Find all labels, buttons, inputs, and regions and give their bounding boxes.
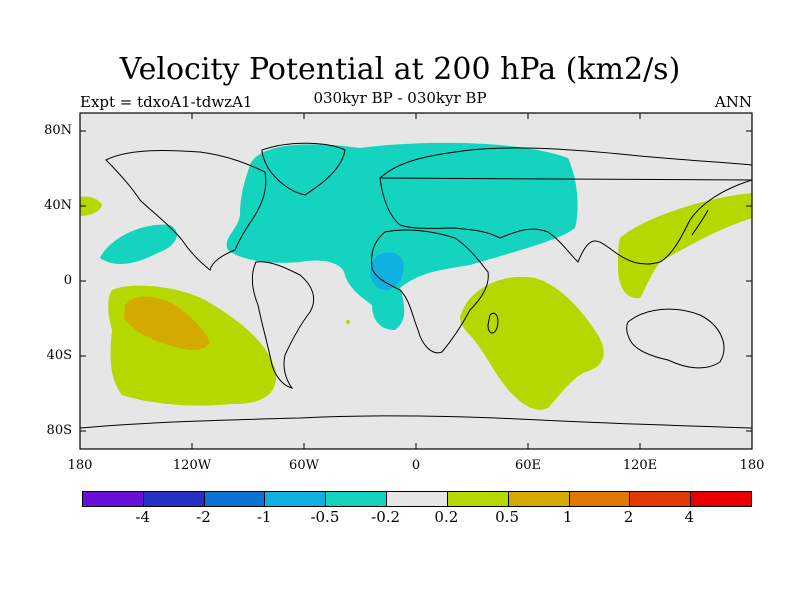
axis-ticks bbox=[80, 113, 752, 449]
coast-japan bbox=[691, 209, 709, 236]
lon-label-180w: 180 bbox=[67, 458, 93, 473]
colorbar-label: -2 bbox=[196, 508, 211, 526]
experiment-label: Expt = tdxoA1-tdwzA1 bbox=[80, 93, 253, 111]
colorbar-label: 0.5 bbox=[495, 508, 519, 526]
positive-region-west-pacific bbox=[618, 193, 752, 299]
colorbar-cell bbox=[265, 492, 327, 506]
colorbar-label: 2 bbox=[623, 508, 634, 526]
positive-region-north-atlantic-edge bbox=[80, 196, 102, 216]
lat-label-80n: 80N bbox=[44, 123, 72, 138]
colorbar-label: 0.2 bbox=[434, 508, 459, 526]
lat-label-0: 0 bbox=[63, 273, 72, 288]
colorbar-cell bbox=[387, 492, 448, 506]
coast-australia bbox=[626, 308, 725, 369]
colorbar-cell bbox=[569, 492, 631, 506]
lon-label-0: 0 bbox=[411, 458, 421, 473]
lon-label-120e: 120E bbox=[622, 458, 658, 473]
colorbar-cell bbox=[143, 492, 205, 506]
colorbar-label: 4 bbox=[684, 508, 695, 526]
map-title: Velocity Potential at 200 hPa (km2/s) bbox=[119, 52, 681, 87]
coast-south-america bbox=[251, 261, 315, 389]
colorbar-cell bbox=[630, 492, 692, 506]
colorbar-cell bbox=[204, 492, 266, 506]
colorbar-cell bbox=[447, 492, 509, 506]
lat-label-80s: 80S bbox=[46, 423, 72, 438]
period-label: 030kyr BP - 030kyr BP bbox=[313, 89, 487, 107]
coast-north-america bbox=[105, 149, 267, 271]
coastlines bbox=[79, 142, 753, 429]
colorbar-label: -0.5 bbox=[310, 508, 340, 526]
lat-label-40s: 40S bbox=[46, 348, 72, 363]
colorbar-cell bbox=[691, 492, 751, 506]
lon-label-60w: 60W bbox=[289, 458, 319, 473]
lon-label-180e: 180 bbox=[739, 458, 765, 473]
lon-label-120w: 120W bbox=[172, 458, 212, 473]
lat-label-40n: 40N bbox=[44, 198, 72, 213]
positive-region-indian-ocean bbox=[460, 276, 604, 410]
colorbar bbox=[82, 491, 752, 507]
coast-eurasia bbox=[379, 147, 753, 265]
lon-label-60e: 60E bbox=[514, 458, 542, 473]
colorbar-cell bbox=[83, 492, 144, 506]
negative-region-pacific bbox=[100, 224, 177, 265]
positive-core-south-pacific bbox=[124, 296, 210, 351]
negative-region-central-africa bbox=[370, 252, 404, 290]
positive-spot bbox=[346, 320, 350, 324]
colorbar-label: -4 bbox=[135, 508, 151, 526]
season-label: ANN bbox=[714, 93, 752, 111]
negative-region-eurasia bbox=[226, 142, 578, 330]
colorbar-label: -0.2 bbox=[371, 508, 401, 526]
coast-madagascar bbox=[487, 312, 499, 334]
coast-africa bbox=[371, 229, 489, 354]
colorbar-label: 1 bbox=[563, 508, 573, 526]
colorbar-label: -1 bbox=[256, 508, 272, 526]
colorbar-cell bbox=[508, 492, 570, 506]
coast-antarctica bbox=[79, 415, 753, 429]
coast-greenland bbox=[261, 142, 346, 196]
colorbar-cell bbox=[326, 492, 388, 506]
